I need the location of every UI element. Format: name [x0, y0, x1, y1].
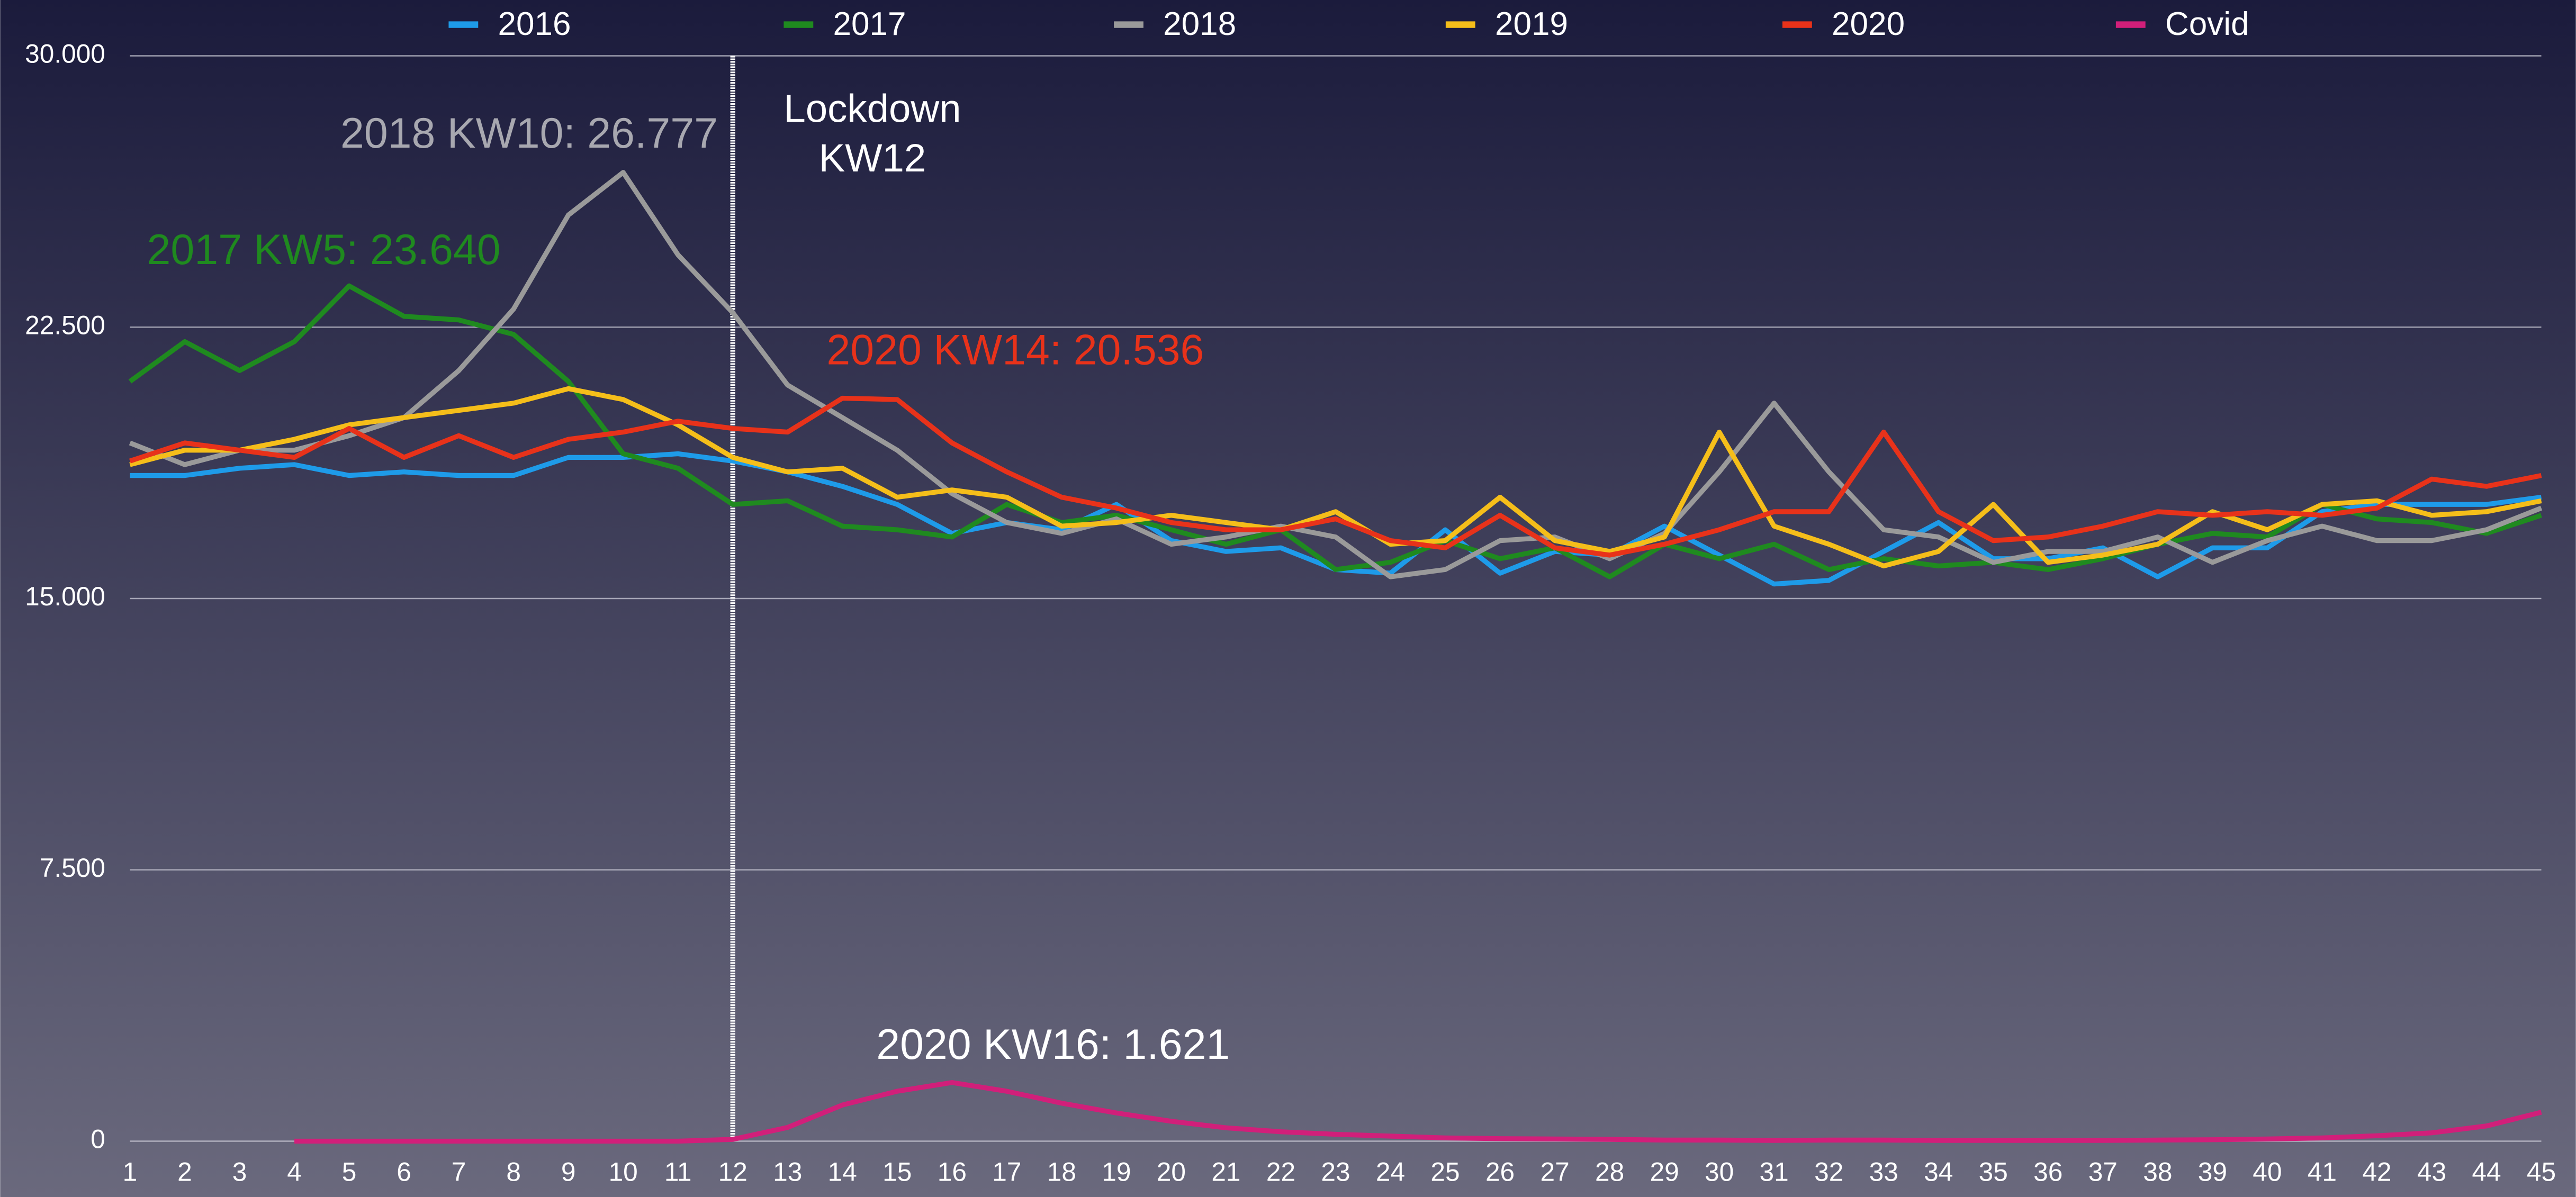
- x-tick-label: 24: [1376, 1157, 1405, 1187]
- x-tick-label: 4: [287, 1157, 302, 1187]
- series-line: [129, 395, 2542, 558]
- x-tick-label: 9: [561, 1157, 576, 1187]
- x-tick-label: 22: [1266, 1157, 1295, 1187]
- x-tick-label: 38: [2143, 1157, 2172, 1187]
- x-tick-label: 29: [1650, 1157, 1679, 1187]
- y-tick-label: 30.000: [25, 39, 105, 69]
- x-tick-label: 11: [664, 1157, 692, 1187]
- x-tick-label: 13: [773, 1157, 802, 1187]
- y-tick-label: 22.500: [25, 310, 105, 340]
- x-tick-label: 40: [2253, 1157, 2282, 1187]
- x-tick-label: 27: [1540, 1157, 1569, 1187]
- x-tick-label: 23: [1321, 1157, 1350, 1187]
- lockdown-label: KW12: [819, 136, 926, 180]
- x-tick-label: 20: [1157, 1157, 1186, 1187]
- x-tick-label: 2: [177, 1157, 192, 1187]
- annotation: 2020 KW16: 1.621: [876, 1021, 1230, 1068]
- x-tick-label: 26: [1485, 1157, 1515, 1187]
- x-tick-label: 15: [882, 1157, 912, 1187]
- x-tick-label: 18: [1047, 1157, 1076, 1187]
- x-tick-label: 19: [1102, 1157, 1131, 1187]
- y-tick-label: 7.500: [40, 853, 105, 883]
- legend-label: 2016: [498, 6, 571, 42]
- x-tick-label: 45: [2527, 1157, 2556, 1187]
- x-tick-label: 33: [1869, 1157, 1898, 1187]
- x-tick-label: 37: [2088, 1157, 2118, 1187]
- series-line: [294, 1080, 2542, 1144]
- x-tick-label: 31: [1760, 1157, 1789, 1187]
- x-tick-label: 21: [1211, 1157, 1240, 1187]
- x-tick-label: 28: [1595, 1157, 1624, 1187]
- x-tick-label: 25: [1430, 1157, 1460, 1187]
- legend-label: 2017: [833, 6, 906, 42]
- lockdown-label: Lockdown: [783, 87, 961, 131]
- x-tick-label: 10: [609, 1157, 638, 1187]
- x-tick-label: 14: [828, 1157, 857, 1187]
- x-tick-label: 42: [2362, 1157, 2391, 1187]
- legend-label: 2019: [1495, 6, 1568, 42]
- y-tick-label: 15.000: [25, 582, 105, 611]
- x-tick-label: 5: [342, 1157, 357, 1187]
- y-tick-label: 0: [91, 1125, 105, 1154]
- annotation: 2018 KW10: 26.777: [340, 110, 718, 157]
- x-tick-label: 3: [232, 1157, 247, 1187]
- legend-label: 2018: [1163, 6, 1236, 42]
- x-tick-label: 17: [992, 1157, 1021, 1187]
- series-line: [129, 386, 2542, 569]
- x-tick-label: 7: [452, 1157, 466, 1187]
- series-line: [129, 170, 2543, 579]
- x-tick-label: 6: [397, 1157, 411, 1187]
- x-tick-label: 8: [506, 1157, 521, 1187]
- x-tick-label: 36: [2033, 1157, 2062, 1187]
- annotation: 2020 KW14: 20.536: [826, 326, 1204, 374]
- legend-label: Covid: [2165, 6, 2249, 42]
- x-tick-label: 35: [1979, 1157, 2008, 1187]
- x-tick-label: 44: [2472, 1157, 2501, 1187]
- legend-label: 2020: [1832, 6, 1905, 42]
- x-tick-label: 39: [2198, 1157, 2227, 1187]
- x-tick-label: 12: [718, 1157, 747, 1187]
- x-tick-label: 43: [2417, 1157, 2446, 1187]
- x-tick-label: 34: [1924, 1157, 1953, 1187]
- x-tick-label: 41: [2308, 1157, 2337, 1187]
- x-tick-label: 16: [938, 1157, 967, 1187]
- annotation: 2017 KW5: 23.640: [147, 226, 501, 274]
- x-tick-label: 1: [123, 1157, 138, 1187]
- x-tick-label: 32: [1814, 1157, 1843, 1187]
- x-tick-label: 30: [1705, 1157, 1734, 1187]
